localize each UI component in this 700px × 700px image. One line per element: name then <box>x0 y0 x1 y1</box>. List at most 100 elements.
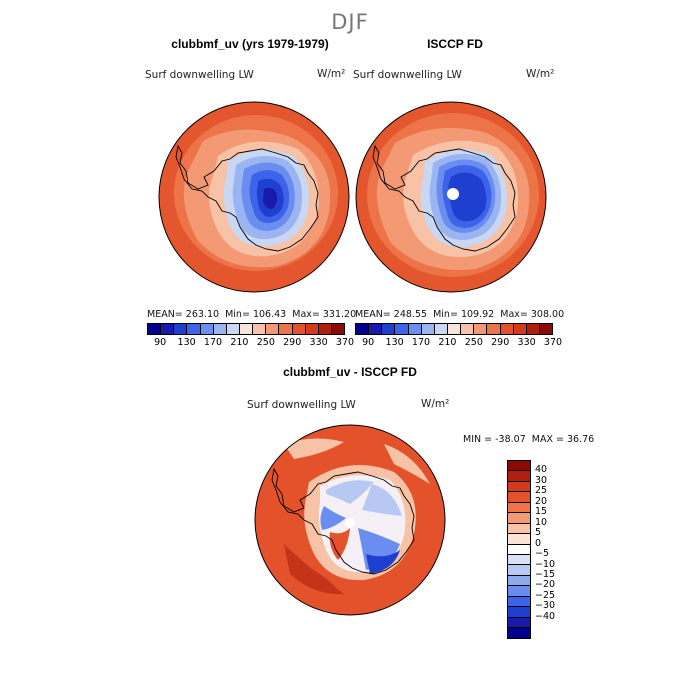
colorbar-tick-label: 210 <box>438 337 457 348</box>
colorbar-swatch <box>508 481 530 493</box>
diff-max-value: 36.76 <box>567 434 595 445</box>
colorbar-swatch <box>508 471 530 482</box>
coastline <box>271 467 415 575</box>
colorbar-tick-label: 90 <box>154 337 167 348</box>
right-map <box>355 101 547 293</box>
colorbar-tick-label: 330 <box>517 337 536 348</box>
colorbar-swatch <box>318 324 332 334</box>
ice-core <box>263 187 278 209</box>
colorbar-swatch <box>508 565 530 576</box>
colorbar-tick-label: 170 <box>411 337 431 348</box>
diff-min-value: -38.07 <box>495 434 526 445</box>
colorbar-tick-label: −10 <box>535 558 556 570</box>
colorbar-swatch <box>487 324 501 334</box>
diff-dark-patch <box>302 564 340 593</box>
colorbar-swatch <box>369 324 383 334</box>
diff-map <box>254 424 446 616</box>
diff-blue-sector <box>326 480 374 504</box>
colorbar-tick-label: −40 <box>535 610 556 622</box>
colorbar-tick-label: 250 <box>464 337 483 348</box>
left-panel-variable: Surf downwelling LW <box>145 69 254 81</box>
colorbar-tick-label: 250 <box>256 337 275 348</box>
diff-panel-variable: Surf downwelling LW <box>247 399 356 411</box>
colorbar-swatch <box>356 324 370 334</box>
colorbar-tick-label: 15 <box>535 506 548 518</box>
right-colorbar-ticks: 90 130 170 210 250 290 330 370 <box>355 337 562 351</box>
map-border <box>158 101 350 293</box>
colorbar-tick-label: 290 <box>491 337 510 348</box>
left-panel-title: clubbmf_uv (yrs 1979-1979) <box>171 37 329 51</box>
colorbar-swatch <box>508 523 530 535</box>
colorbar-tick-label: −30 <box>535 600 556 612</box>
coastline <box>372 144 516 252</box>
right-mean-value: 248.55 <box>393 309 428 320</box>
ice-band-4 <box>448 172 487 222</box>
map-border <box>355 101 547 293</box>
diff-red-sector <box>329 528 350 560</box>
colorbar-tick-label: −25 <box>535 589 556 601</box>
diff-colorbar <box>507 460 531 640</box>
colorbar-tick-label: 370 <box>335 337 355 348</box>
right-panel-title: ISCCP FD <box>427 37 483 51</box>
colorbar-swatch <box>279 324 293 334</box>
colorbar-swatch <box>508 534 530 545</box>
colorbar-swatch <box>526 324 540 334</box>
diff-blue-sector <box>320 506 346 530</box>
colorbar-swatch <box>213 324 227 334</box>
colorbar-swatch <box>461 324 475 334</box>
diff-blue-sector <box>366 550 400 574</box>
colorbar-swatch <box>508 628 530 639</box>
colorbar-swatch <box>382 324 396 334</box>
left-panel-units: W/m² <box>317 68 346 80</box>
colorbar-swatch <box>266 324 280 334</box>
colorbar-swatch <box>508 575 530 587</box>
colorbar-swatch <box>539 324 553 334</box>
colorbar-swatch <box>148 324 162 334</box>
colorbar-tick-label: 330 <box>309 337 328 348</box>
colorbar-tick-label: 210 <box>230 337 249 348</box>
colorbar-swatch <box>508 607 530 618</box>
right-panel-units: W/m² <box>526 68 555 80</box>
colorbar-swatch <box>305 324 319 334</box>
colorbar-swatch <box>200 324 214 334</box>
colorbar-swatch <box>508 492 530 503</box>
colorbar-swatch <box>174 324 188 334</box>
colorbar-swatch <box>508 617 530 628</box>
right-panel-stats: MEAN= 248.55 Min= 109.92 Max= 308.00 <box>355 309 565 320</box>
colorbar-swatch <box>500 324 514 334</box>
left-min-value: 106.43 <box>252 309 287 320</box>
colorbar-swatch <box>474 324 488 334</box>
colorbar-swatch <box>508 596 530 608</box>
colorbar-swatch <box>513 324 527 334</box>
colorbar-swatch <box>508 502 530 514</box>
colorbar-swatch <box>408 324 422 334</box>
diff-panel-units: W/m² <box>421 398 450 410</box>
diff-light-patch <box>284 438 344 459</box>
colorbar-swatch <box>331 324 345 334</box>
colorbar-tick-label: 40 <box>535 464 548 476</box>
right-min-value: 109.92 <box>460 309 495 320</box>
colorbar-tick-label: −5 <box>535 548 550 560</box>
colorbar-swatch <box>508 586 530 597</box>
left-panel-stats: MEAN= 263.10 Min= 106.43 Max= 331.20 <box>147 309 357 320</box>
colorbar-swatch <box>253 324 267 334</box>
left-mean-value: 263.10 <box>185 309 220 320</box>
diff-colorbar-labels: 40 30 25 20 15 10 5 0 −5 −10 −15 −20 −25 −30 −40 <box>535 460 575 640</box>
pole-hole <box>447 188 459 200</box>
colorbar-tick-label: 10 <box>535 516 548 528</box>
colorbar-tick-label: −20 <box>535 579 556 591</box>
left-max-value: 331.20 <box>322 309 357 320</box>
colorbar-tick-label: −15 <box>535 568 556 580</box>
colorbar-swatch <box>292 324 306 334</box>
colorbar-swatch <box>508 554 530 566</box>
colorbar-swatch <box>187 324 201 334</box>
figure-title: DJF <box>331 10 369 34</box>
diff-light-patch <box>384 444 430 484</box>
left-map <box>158 101 350 293</box>
colorbar-swatch <box>239 324 254 334</box>
colorbar-swatch <box>434 324 448 334</box>
diff-min-max: MIN = -38.07 MAX = 36.76 <box>463 434 595 445</box>
colorbar-swatch <box>161 324 175 334</box>
colorbar-tick-label: 0 <box>535 537 542 549</box>
colorbar-swatch <box>508 544 530 555</box>
